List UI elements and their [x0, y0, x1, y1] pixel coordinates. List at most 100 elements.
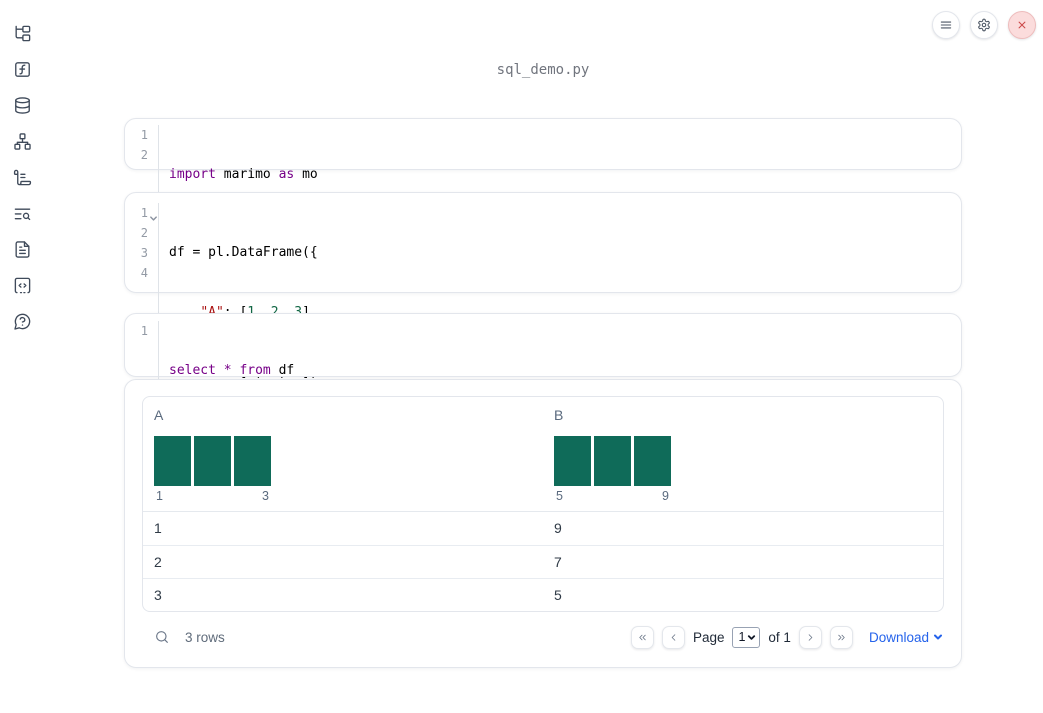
histogram-bar: [154, 436, 191, 486]
notebook-actions: [932, 11, 1036, 39]
code-token: mo: [294, 167, 318, 182]
chevron-right-icon: [808, 633, 813, 641]
table-output-card: A 1 3 B 5 9: [124, 379, 962, 668]
code-line: df = pl.DataFrame({: [169, 243, 961, 263]
download-label: Download: [868, 629, 929, 645]
notebook-filename: sql_demo.py: [496, 62, 590, 78]
column-name: B: [554, 407, 564, 423]
histogram-bar: [634, 436, 671, 486]
menu-button[interactable]: [932, 11, 960, 39]
code-token: import: [169, 167, 216, 182]
close-icon: [1018, 21, 1026, 29]
settings-button[interactable]: [970, 11, 998, 39]
download-button[interactable]: Download: [869, 630, 943, 645]
code-token: *: [223, 363, 232, 378]
page-select[interactable]: 1: [732, 626, 761, 648]
chevron-left-icon: [671, 633, 676, 641]
code-cell-dataframe: 1 2 3 4 df = pl.DataFrame({ "A": [1, 2, …: [124, 192, 962, 483]
line-number: 4: [140, 266, 148, 280]
pagination: Page 1 of 1 Download: [630, 625, 943, 649]
table-cell: 1: [154, 520, 162, 536]
dataframe-table: A 1 3 B 5 9: [142, 396, 944, 612]
last-page-button[interactable]: [829, 625, 853, 649]
help-bubble-icon[interactable]: [4, 303, 40, 339]
code-line: select * from df: [169, 361, 961, 381]
scroll-text-icon[interactable]: [4, 159, 40, 195]
next-page-button[interactable]: [798, 625, 822, 649]
histogram-bar: [594, 436, 631, 486]
table-search-button[interactable]: [153, 628, 171, 646]
code-token: marimo: [215, 167, 279, 182]
left-panel-sidebar: [0, 0, 44, 713]
line-number: 2: [140, 226, 148, 240]
table-cell: 7: [554, 554, 562, 570]
line-number: 3: [140, 246, 148, 260]
sql-cell: 1 select * from df Output variable: sql: [124, 313, 962, 450]
line-number: 2: [140, 148, 148, 162]
chevrons-left-icon: [639, 634, 646, 640]
code-square-icon[interactable]: [4, 267, 40, 303]
histogram-bar: [194, 436, 231, 486]
table-cell: 3: [154, 587, 162, 603]
code-token: df = pl.DataFrame({: [169, 245, 318, 260]
table-row: 3 5: [143, 578, 943, 611]
page-of-label: of 1: [768, 629, 791, 645]
table-row: 1 9: [143, 512, 943, 545]
code-token: 1: [247, 305, 255, 320]
code-token: ,: [255, 305, 271, 320]
previous-page-button[interactable]: [661, 625, 685, 649]
first-page-button[interactable]: [630, 625, 654, 649]
search-icon: [156, 631, 168, 643]
code-token: from: [239, 363, 271, 378]
column-name: A: [154, 407, 164, 423]
column-histogram: 5 9: [554, 436, 933, 503]
code-token: : [: [224, 305, 247, 320]
chevron-down-icon: [934, 634, 942, 640]
code-token: [216, 363, 224, 378]
database-icon[interactable]: [4, 87, 40, 123]
code-line: import marimo as mo: [169, 165, 961, 185]
table-row: 2 7: [143, 545, 943, 578]
histogram-min-label: 5: [556, 489, 563, 503]
chevron-down-icon: [748, 634, 756, 640]
line-number: 1: [140, 324, 148, 338]
table-cell: 9: [554, 520, 562, 536]
function-square-icon[interactable]: [4, 51, 40, 87]
page-select-value: 1: [738, 630, 746, 644]
line-number: 1: [140, 128, 148, 142]
shutdown-button[interactable]: [1008, 11, 1036, 39]
column-header-b[interactable]: B 5 9: [543, 397, 943, 511]
column-histogram: 1 3: [154, 436, 533, 503]
code-token: as: [278, 167, 295, 182]
table-cell: 2: [154, 554, 162, 570]
code-cell-imports: 1 2 import marimo as mo import polars as…: [124, 118, 962, 285]
file-text-icon[interactable]: [4, 231, 40, 267]
table-cell: 5: [554, 587, 562, 603]
page-label: Page: [692, 629, 725, 645]
histogram-min-label: 1: [156, 489, 163, 503]
file-tree-icon[interactable]: [4, 15, 40, 51]
histogram-max-label: 3: [262, 489, 269, 503]
sql-editor[interactable]: select * from df: [159, 321, 961, 421]
line-number: 1: [125, 203, 158, 223]
histogram-bars: [554, 436, 671, 486]
fold-chevron-icon[interactable]: [149, 209, 158, 221]
code-token: 3: [294, 305, 302, 320]
code-token: select: [169, 363, 216, 378]
table-footer: 3 rows Page 1 of 1: [142, 612, 944, 662]
hamburger-menu-icon: [940, 21, 952, 29]
dependency-graph-icon[interactable]: [4, 123, 40, 159]
histogram-bar: [554, 436, 591, 486]
gear-icon: [978, 18, 990, 32]
text-search-icon[interactable]: [4, 195, 40, 231]
column-header-a[interactable]: A 1 3: [143, 397, 543, 511]
chevrons-right-icon: [838, 634, 845, 640]
histogram-bars: [154, 436, 271, 486]
row-count: 3 rows: [185, 629, 225, 645]
code-token: df: [270, 363, 295, 378]
histogram-bar: [234, 436, 271, 486]
code-token: ,: [279, 305, 295, 320]
histogram-max-label: 9: [662, 489, 669, 503]
table-header: A 1 3 B 5 9: [143, 397, 943, 512]
